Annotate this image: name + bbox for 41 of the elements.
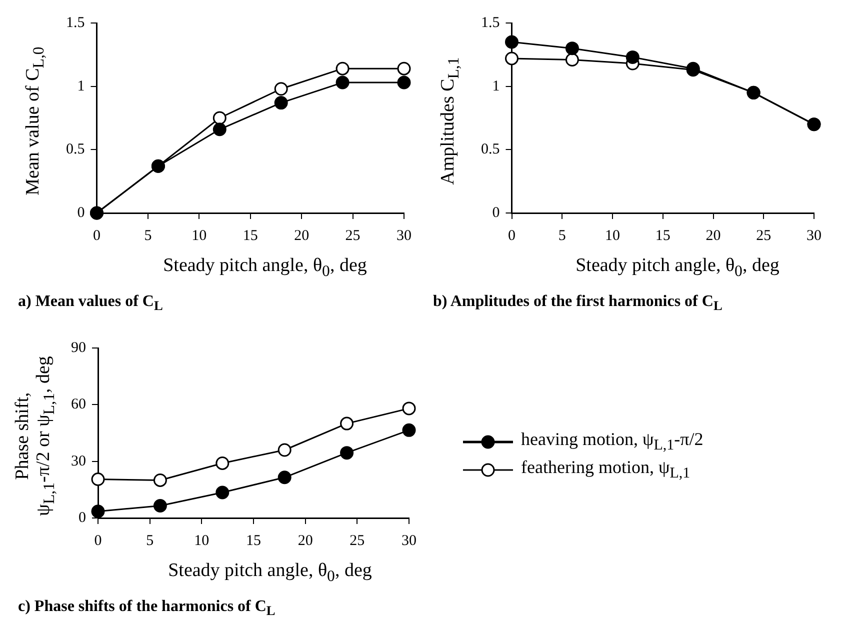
- x-tick-label: 5: [558, 228, 566, 244]
- legend-label: feathering motion, ψ$_{L,1}$: [521, 457, 690, 483]
- y-tick-label: 30: [71, 453, 86, 470]
- y-tick-label: 90: [71, 340, 86, 356]
- x-axis-title: Steady pitch angle, θ$_{0}$, deg: [162, 255, 368, 281]
- y-tick-label: 1.5: [481, 14, 500, 31]
- x-tick-label: 5: [144, 228, 152, 244]
- x-tick-label: 0: [508, 228, 516, 244]
- x-tick-label: 30: [806, 228, 822, 244]
- x-tick-label: 20: [706, 228, 721, 244]
- x-tick-label: 0: [93, 228, 100, 244]
- text: b) Amplitudes of the first harmonics of C$_{L}$: [433, 293, 722, 314]
- x-tick-label: 10: [605, 228, 620, 244]
- x-axis-title: Steady pitch angle, θ$_{0}$, deg: [167, 560, 373, 586]
- x-tick-label: 30: [402, 532, 416, 549]
- x-tick-label: 25: [350, 532, 365, 549]
- y-tick-label: 0: [77, 204, 85, 221]
- y-tick-label: 1: [77, 78, 85, 94]
- x-tick-label: 15: [655, 228, 670, 244]
- x-tick-label: 15: [246, 532, 261, 549]
- text: a) Mean values of C$_{L}$: [18, 293, 163, 314]
- x-tick-label: 5: [146, 532, 154, 549]
- y-tick-label: 0.5: [66, 142, 85, 158]
- y-tick-label: 1.5: [66, 14, 85, 31]
- x-tick-label: 10: [192, 228, 207, 244]
- x-tick-label: 30: [396, 228, 412, 244]
- x-tick-label: 25: [345, 228, 360, 244]
- y-tick-label: 0: [492, 204, 500, 221]
- x-tick-label: 15: [242, 228, 258, 244]
- y-tick-label: 0: [78, 510, 86, 526]
- y-tick-label: 60: [71, 396, 86, 413]
- x-tick-label: 20: [294, 228, 310, 244]
- text: c) Phase shifts of the harmonics of C$_{L}$: [18, 598, 276, 620]
- y-tick-label: 1: [492, 78, 500, 94]
- x-tick-label: 20: [298, 532, 313, 549]
- x-tick-label: 10: [194, 532, 210, 549]
- x-tick-label: 0: [94, 532, 102, 549]
- legend-label: heaving motion, ψ$_{L,1}$-π/2: [521, 429, 704, 455]
- x-axis-title: Steady pitch angle, θ$_{0}$, deg: [574, 255, 780, 281]
- x-tick-label: 25: [756, 228, 772, 244]
- y-tick-label: 0.5: [481, 142, 500, 158]
